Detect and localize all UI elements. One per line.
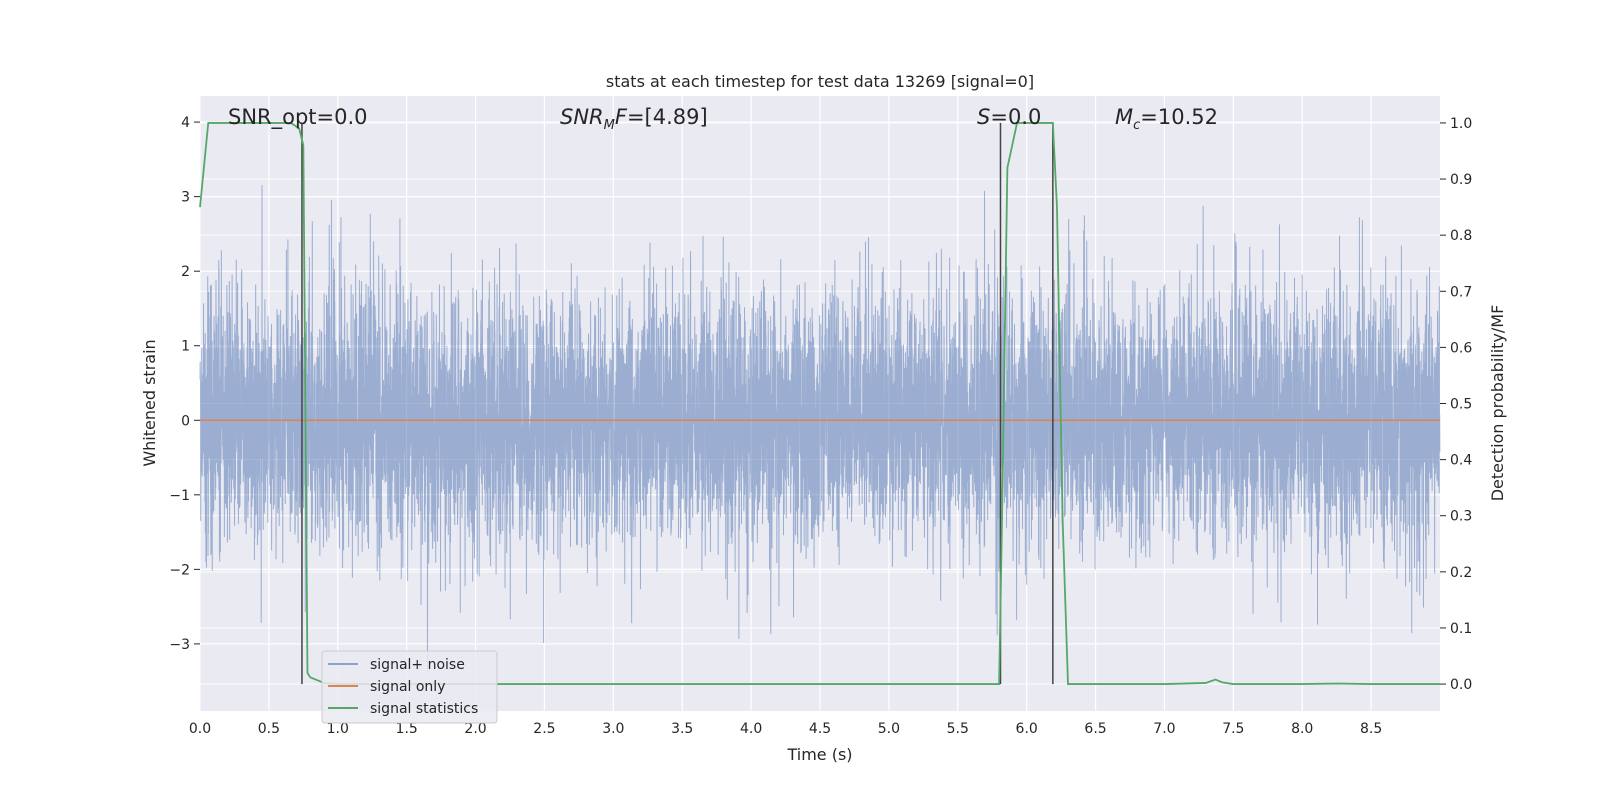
x-tick-label: 6.0: [1016, 721, 1038, 737]
x-tick-label: 1.5: [396, 721, 418, 737]
series-signal-noise: [199, 185, 1441, 673]
legend-box: [321, 650, 498, 724]
y2-tick-label: 0.7: [1450, 284, 1472, 300]
x-tick-label: 5.5: [947, 721, 969, 737]
x-tick-label: 7.5: [1222, 721, 1244, 737]
x-tick-label: 1.0: [327, 721, 349, 737]
legend-label-signal-only: signal only: [370, 679, 445, 695]
x-tick-label: 0.5: [258, 721, 280, 737]
x-tick-label: 5.0: [878, 721, 900, 737]
x-tick-label: 6.5: [1084, 721, 1106, 737]
x-tick-label: 3.0: [602, 721, 624, 737]
y2-axis-ticks: 0.0 0.1 0.2 0.3 0.4 0.5 0.6 0.7 0.8 0.9 1.0: [1440, 116, 1472, 693]
x-tick-label: 0.0: [189, 721, 211, 737]
y-axis-label: Whitened strain: [140, 339, 159, 466]
y-tick-label: 0: [181, 413, 190, 429]
y-tick-label: 2: [181, 264, 190, 280]
mc-prefix: M: [1115, 105, 1133, 129]
s-suffix: =0.0: [990, 105, 1041, 129]
y2-tick-label: 0.6: [1450, 340, 1472, 356]
annotation-snr-opt: SNR_opt=0.0: [228, 105, 368, 130]
y-tick-label: −2: [169, 562, 190, 578]
y-tick-label: −3: [169, 637, 190, 653]
mc-suffix: =10.52: [1140, 105, 1218, 129]
x-tick-label: 8.0: [1291, 721, 1313, 737]
y-tick-label: −1: [169, 488, 190, 504]
x-tick-label: 8.5: [1360, 721, 1382, 737]
y2-tick-label: 0.4: [1450, 453, 1472, 469]
y2-tick-label: 0.9: [1450, 172, 1472, 188]
legend: signal+ noise signal only signal statist…: [321, 650, 498, 724]
y-tick-label: 4: [181, 115, 190, 131]
snr-mf-prefix: SNR: [560, 105, 604, 129]
annotation-snr-mf: SNRMF=[4.89]: [560, 105, 708, 133]
y2-tick-label: 0.3: [1450, 509, 1472, 525]
snr-mf-subscript: M: [604, 118, 615, 133]
s-prefix: S: [977, 105, 990, 129]
y2-tick-label: 0.5: [1450, 397, 1472, 413]
y-axis-ticks: −3 −2 −1 0 1 2 3 4: [169, 115, 200, 653]
y2-axis-label: Detection probability/MF: [1488, 305, 1507, 502]
snr-mf-value: =[4.89]: [627, 105, 708, 129]
y2-tick-label: 0.2: [1450, 565, 1472, 581]
series-signal-statistics: [199, 122, 1440, 685]
chart-title: stats at each timestep for test data 132…: [606, 72, 1034, 91]
legend-label-signal-statistics: signal statistics: [370, 701, 478, 717]
x-tick-label: 4.0: [740, 721, 762, 737]
y2-tick-label: 0.1: [1450, 621, 1472, 637]
x-tick-label: 3.5: [671, 721, 693, 737]
y2-tick-label: 1.0: [1450, 116, 1472, 132]
y2-tick-label: 0.0: [1450, 677, 1472, 693]
annotation-s: S=0.0: [977, 105, 1041, 129]
y-tick-label: 1: [181, 339, 190, 355]
signal-statistics-line: [199, 122, 1440, 685]
signal-noise-line: [199, 185, 1441, 673]
x-tick-label: 2.5: [533, 721, 555, 737]
x-tick-label: 2.0: [464, 721, 486, 737]
x-axis-ticks: 0.0 0.5 1.0 1.5 2.0 2.5 3.0 3.5 4.0 4.5 5.0 5.5 6.0 6…: [189, 721, 1382, 737]
x-tick-label: 7.0: [1153, 721, 1175, 737]
snr-mf-suffix-f: F: [615, 105, 628, 129]
x-axis-label: Time (s): [786, 745, 852, 764]
x-tick-label: 4.5: [809, 721, 831, 737]
mc-subscript: c: [1133, 118, 1140, 133]
y2-tick-label: 0.8: [1450, 228, 1472, 244]
legend-label-signal-noise: signal+ noise: [370, 657, 465, 673]
y-tick-label: 3: [181, 190, 190, 206]
annotation-mc: Mc=10.52: [1115, 105, 1218, 133]
